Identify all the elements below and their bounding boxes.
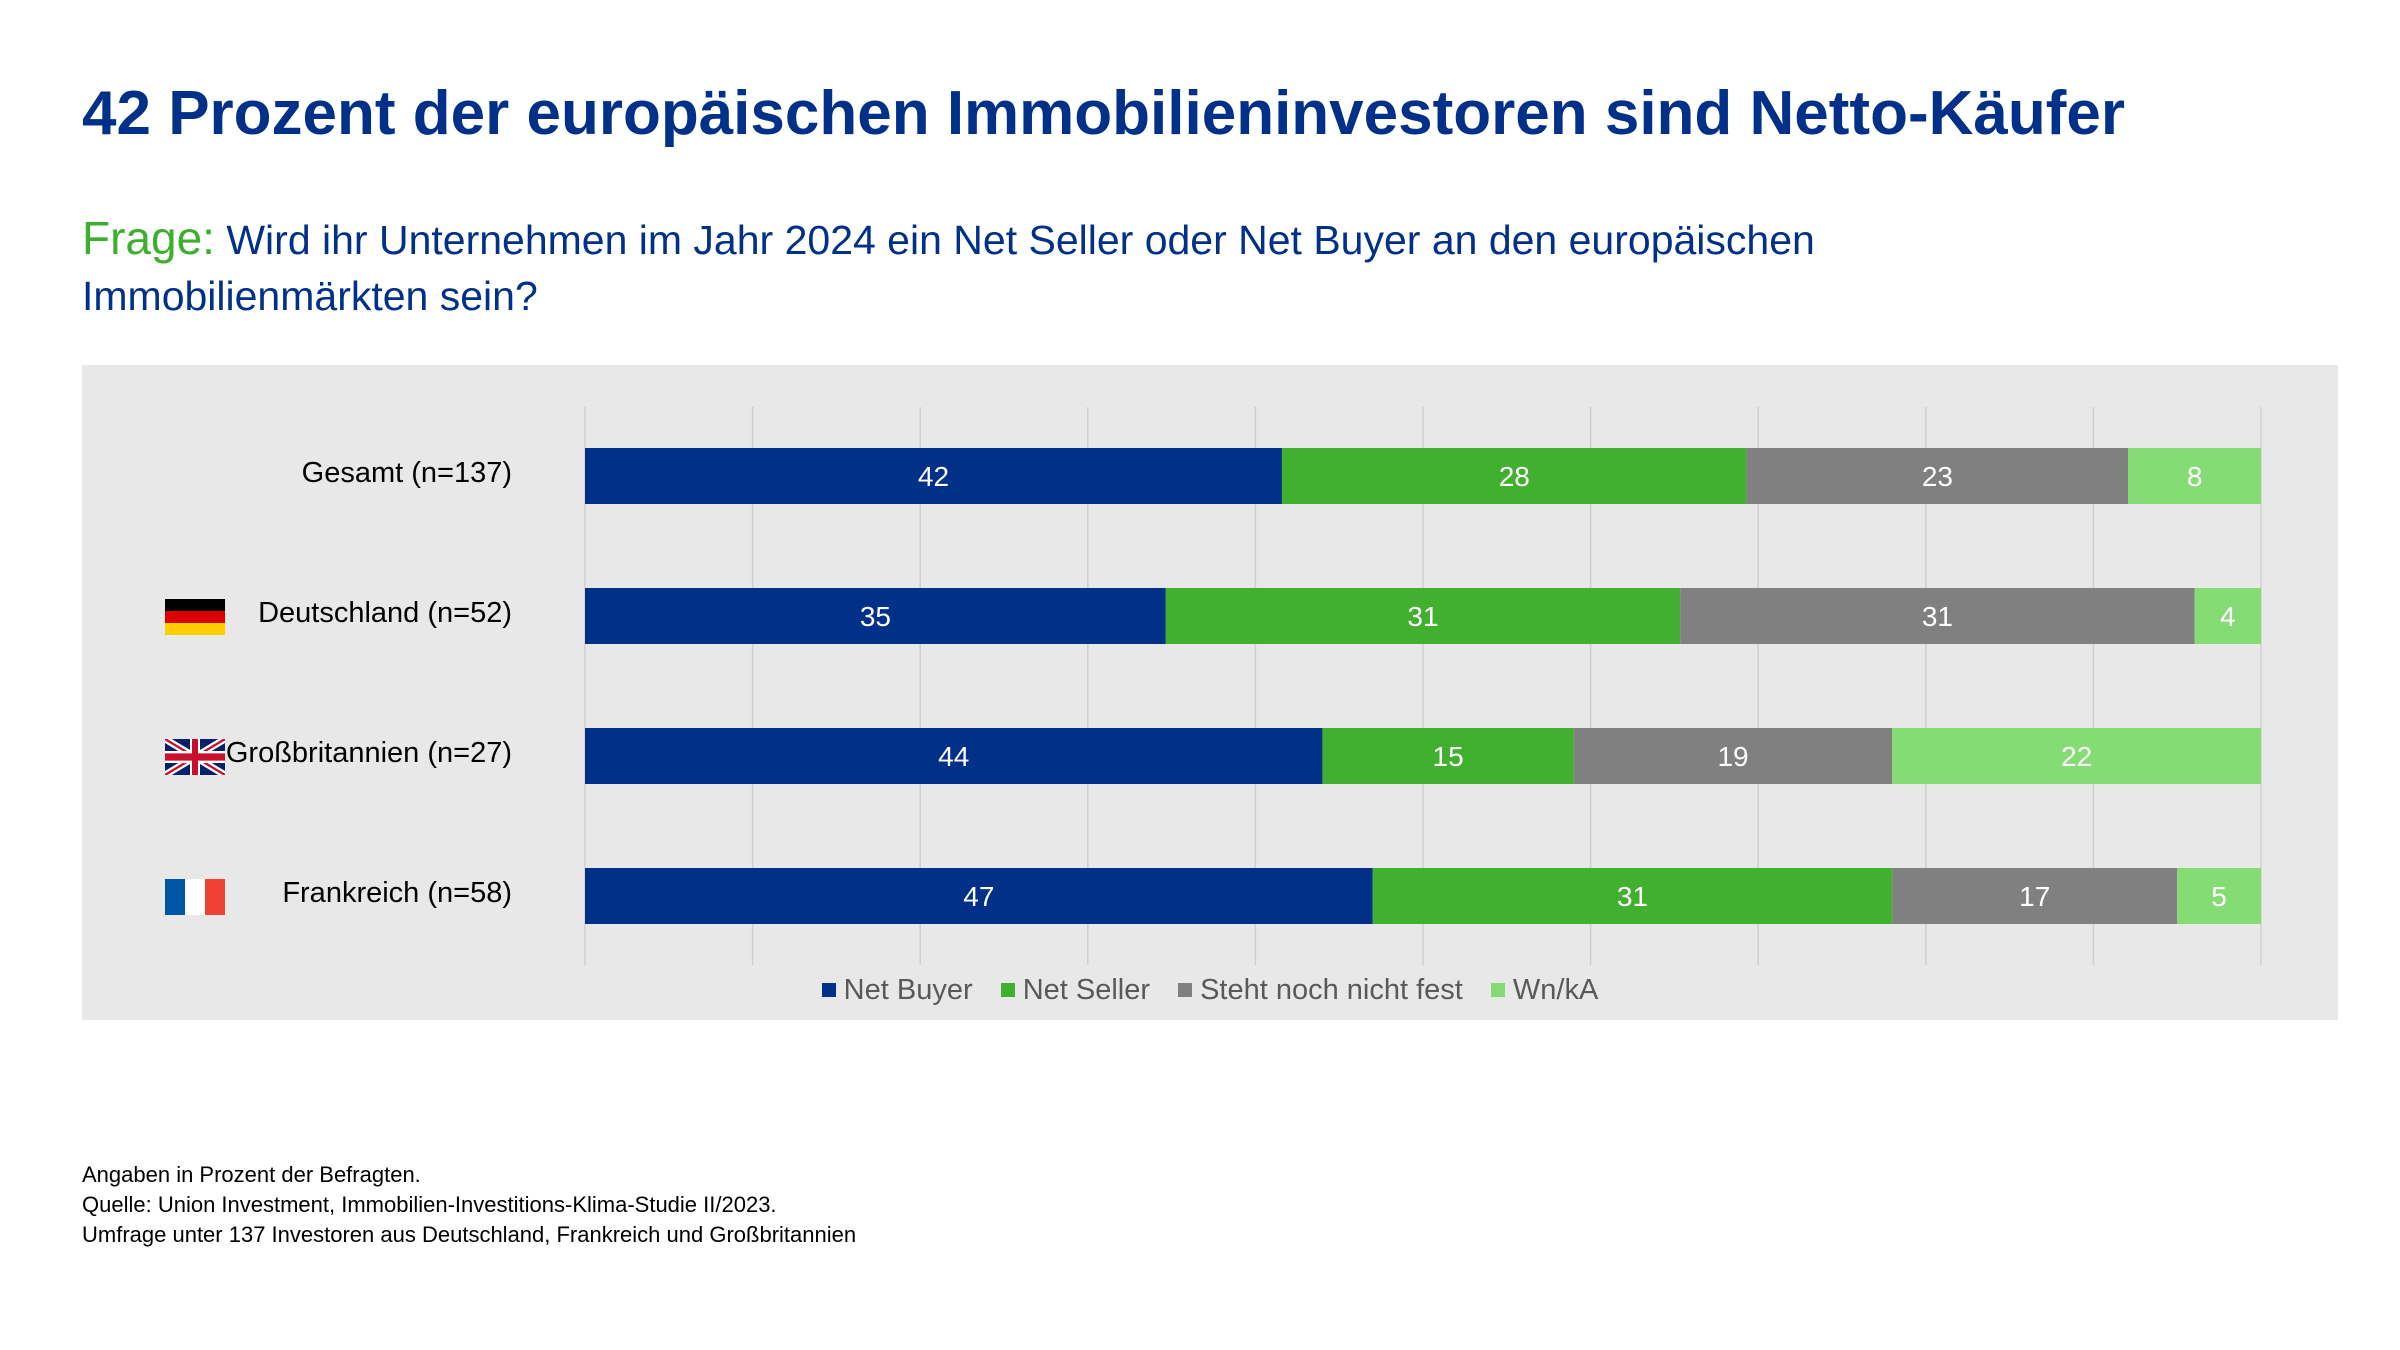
bar-segment (2177, 868, 2261, 924)
row-label-frankreich: Frankreich (n=58) (282, 877, 512, 909)
bar-segment (585, 588, 1166, 644)
legend-item-net-buyer: Net Buyer (821, 974, 973, 1007)
data-label: 5 (2211, 881, 2227, 912)
legend-item-net-seller: Net Seller (1000, 974, 1151, 1007)
legend-swatch (1178, 983, 1193, 997)
footnote-line: Umfrage unter 137 Investoren aus Deutsch… (82, 1222, 857, 1247)
germany-flag-icon (165, 599, 225, 635)
footnote-line: Angaben in Prozent der Befragten. (82, 1162, 421, 1187)
uk-flag-icon (165, 739, 225, 775)
chart-panel: 42 28 23 8 35 31 31 4 44 15 19 22 47 31 17 5 Gesamt (n=… (82, 365, 2338, 1020)
legend-swatch (1490, 983, 1505, 997)
legend-item-undecided: Steht noch nicht fest (1178, 974, 1463, 1007)
legend-label: Net Buyer (843, 974, 973, 1006)
data-label: 22 (2061, 741, 2092, 772)
data-label: 28 (1499, 461, 1530, 492)
bar-segment (2128, 448, 2261, 504)
bar-segment (1372, 868, 1893, 924)
bar-segment (585, 728, 1323, 784)
row-label-gesamt: Gesamt (n=137) (301, 457, 512, 489)
france-flag-icon (165, 879, 225, 915)
question-label: Frage: (82, 212, 215, 264)
question-text: Wird ihr Unternehmen im Jahr 2024 ein Ne… (82, 217, 1815, 319)
footnote-line: Quelle: Union Investment, Immobilien-Inv… (82, 1192, 777, 1217)
bar-segment (585, 868, 1373, 924)
bar-segment (1892, 868, 2178, 924)
page-title: 42 Prozent der europäischen Immobilienin… (82, 79, 2125, 148)
row-label-deutschland: Deutschland (n=52) (258, 597, 512, 629)
data-label: 15 (1433, 741, 1464, 772)
bar-segment (2194, 588, 2261, 644)
bar-segment (1573, 728, 1893, 784)
chart-legend: Net Buyer Net Seller Steht noch nicht fe… (82, 974, 2338, 1007)
bar-segment (585, 448, 1282, 504)
data-label: 4 (2220, 601, 2236, 632)
legend-swatch (1000, 983, 1015, 997)
bar-segment (1281, 448, 1747, 504)
data-label: 23 (1922, 461, 1953, 492)
data-label: 35 (860, 601, 891, 632)
data-label: 8 (2187, 461, 2203, 492)
data-label: 44 (938, 741, 969, 772)
legend-swatch (821, 983, 836, 997)
data-label: 47 (963, 881, 994, 912)
data-label: 31 (1922, 601, 1953, 632)
legend-label: Steht noch nicht fest (1200, 974, 1463, 1006)
legend-label: Wn/kA (1512, 974, 1599, 1006)
survey-question: Frage: Wird ihr Unternehmen im Jahr 2024… (82, 210, 2082, 324)
data-label: 31 (1617, 881, 1648, 912)
bar-segment (1165, 588, 1681, 644)
data-label: 31 (1407, 601, 1438, 632)
data-label: 17 (2019, 881, 2050, 912)
bar-segment (1322, 728, 1574, 784)
row-label-grossbritannien: Großbritannien (n=27) (225, 737, 512, 769)
legend-label: Net Seller (1022, 974, 1151, 1006)
data-label: 19 (1717, 741, 1748, 772)
bar-segment (1680, 588, 2195, 644)
bar-segment (1746, 448, 2129, 504)
legend-item-wnka: Wn/kA (1490, 974, 1599, 1007)
bar-segment (1892, 728, 2261, 784)
footnotes: Angaben in Prozent der Befragten. Quelle… (82, 1160, 856, 1250)
data-label: 42 (918, 461, 949, 492)
